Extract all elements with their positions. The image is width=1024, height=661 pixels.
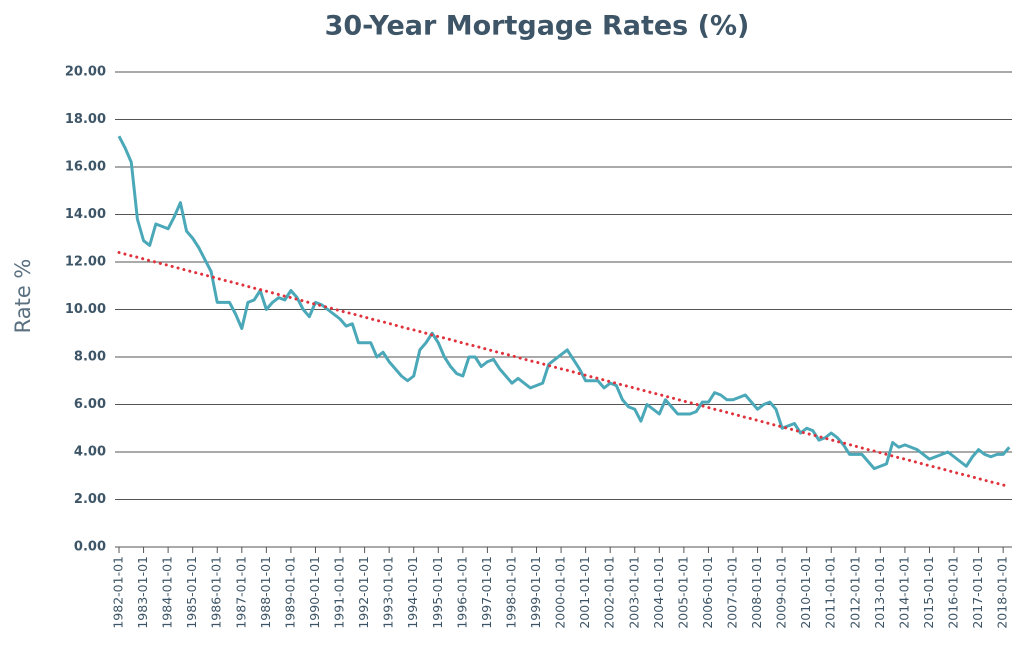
x-tick-label: 1986-01-01 — [209, 556, 224, 629]
x-tick-label: 1983-01-01 — [135, 556, 150, 629]
x-tick-label: 1995-01-01 — [430, 556, 445, 629]
x-tick-label: 1985-01-01 — [184, 556, 199, 629]
x-tick-label: 2014-01-01 — [896, 556, 911, 629]
x-tick-label: 1993-01-01 — [381, 556, 396, 629]
y-tick-label: 4.00 — [74, 445, 106, 460]
x-tick-label: 2013-01-01 — [872, 556, 887, 629]
y-tick-label: 6.00 — [74, 397, 106, 412]
x-tick-label: 1989-01-01 — [282, 556, 297, 629]
x-tick-label: 1988-01-01 — [258, 556, 273, 629]
x-tick-label: 2006-01-01 — [700, 556, 715, 629]
y-tick-label: 16.00 — [65, 160, 106, 175]
x-tick-label: 1984-01-01 — [160, 556, 175, 629]
y-tick-label: 20.00 — [65, 65, 106, 80]
x-tick-label: 2009-01-01 — [774, 556, 789, 629]
x-tick-label: 2015-01-01 — [921, 556, 936, 629]
x-tick-label: 1990-01-01 — [307, 556, 322, 629]
x-tick-label: 2017-01-01 — [970, 556, 985, 629]
y-tick-label: 2.00 — [74, 492, 106, 507]
x-tick-label: 2011-01-01 — [823, 556, 838, 629]
y-tick-label: 0.00 — [74, 540, 106, 555]
y-axis-label: Rate % — [11, 259, 35, 334]
x-tick-label: 1987-01-01 — [233, 556, 248, 629]
x-tick-label: 1997-01-01 — [479, 556, 494, 629]
x-tick-label: 2012-01-01 — [847, 556, 862, 629]
x-tick-label: 2000-01-01 — [553, 556, 568, 629]
x-tick-label: 2018-01-01 — [995, 556, 1010, 629]
y-tick-label: 12.00 — [65, 255, 106, 270]
x-tick-label: 1992-01-01 — [356, 556, 371, 629]
x-tick-label: 2010-01-01 — [798, 556, 813, 629]
x-tick-label: 1994-01-01 — [405, 556, 420, 629]
x-tick-label: 1991-01-01 — [332, 556, 347, 629]
x-tick-label: 2001-01-01 — [577, 556, 592, 629]
y-tick-label: 10.00 — [65, 302, 106, 317]
x-tick-label: 2003-01-01 — [626, 556, 641, 629]
x-tick-label: 2007-01-01 — [725, 556, 740, 629]
x-tick-label: 2005-01-01 — [675, 556, 690, 629]
series-line — [117, 135, 1011, 471]
x-tick-label: 2008-01-01 — [749, 556, 764, 629]
x-tick-label: 1998-01-01 — [503, 556, 518, 629]
x-tick-label: 2004-01-01 — [651, 556, 666, 629]
x-tick-label: 1996-01-01 — [454, 556, 469, 629]
x-tick-label: 2016-01-01 — [946, 556, 961, 629]
chart-title: 30-Year Mortgage Rates (%) — [325, 11, 750, 42]
x-tick-label: 1999-01-01 — [528, 556, 543, 629]
series-line — [117, 251, 1011, 489]
y-tick-label: 18.00 — [65, 112, 106, 127]
y-tick-label: 14.00 — [65, 207, 106, 222]
x-tick-label: 1982-01-01 — [111, 556, 126, 629]
y-tick-label: 8.00 — [74, 350, 106, 365]
x-tick-label: 2002-01-01 — [602, 556, 617, 629]
